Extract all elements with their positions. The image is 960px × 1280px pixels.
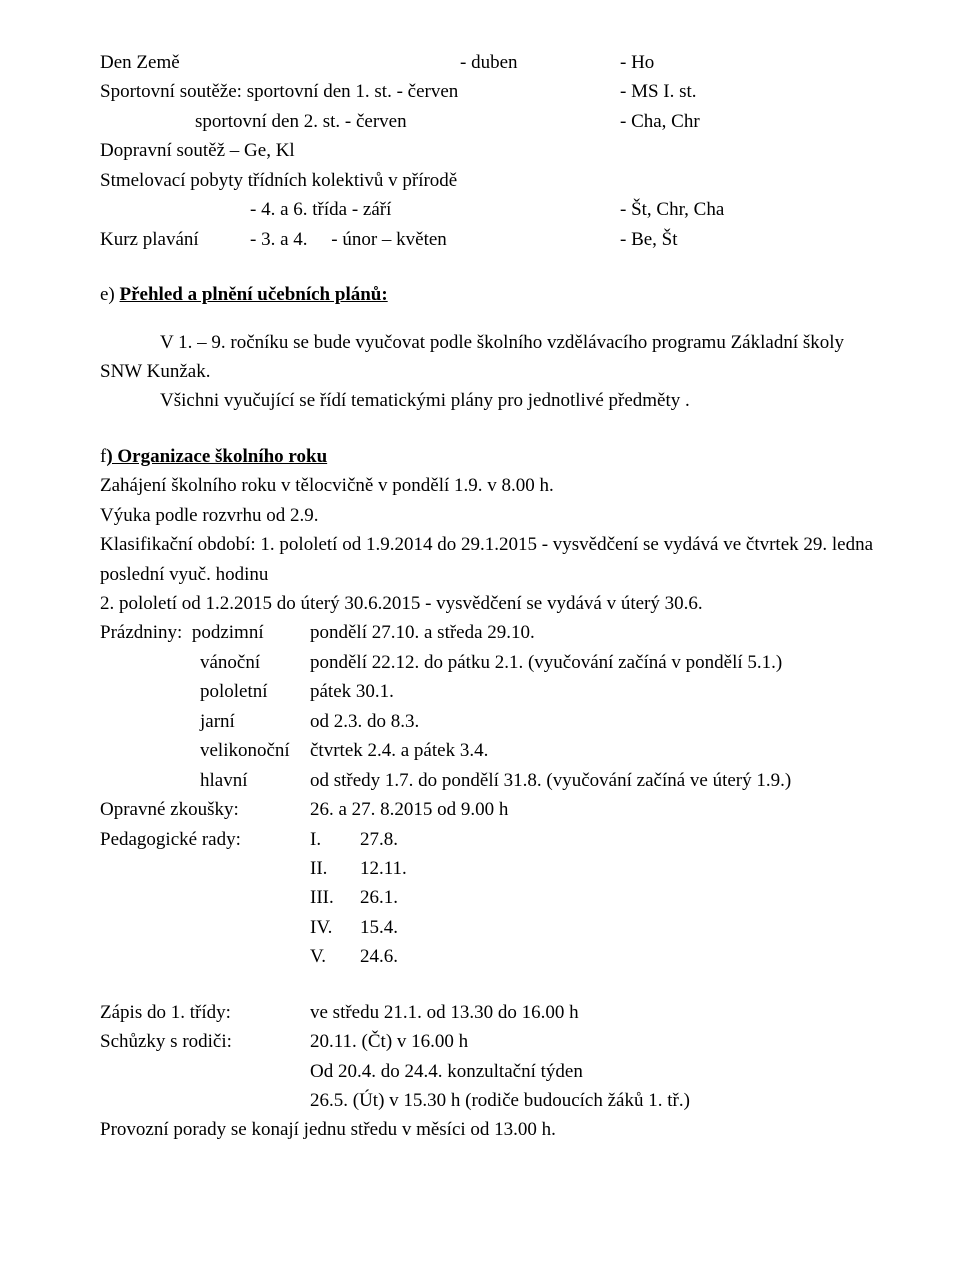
pedag-date: 15.4. xyxy=(360,913,890,942)
pedag-label: Pedagogické rady: xyxy=(100,825,310,854)
schedule-block: Den Země - duben - Ho Sportovní soutěže:… xyxy=(100,48,890,254)
holiday-val: pátek 30.1. xyxy=(310,677,890,706)
cell: - duben xyxy=(460,48,620,77)
cell: - 3. a 4. - únor – květen xyxy=(250,225,620,254)
schuzky-val: 20.11. (Čt) v 16.00 h xyxy=(310,1027,890,1056)
line: 2. pololetí od 1.2.2015 do úterý 30.6.20… xyxy=(100,589,890,618)
cell: - 4. a 6. třída - září xyxy=(250,195,620,224)
schuzky-val: Od 20.4. do 24.4. konzultační týden xyxy=(310,1057,890,1086)
pedag-num: II. xyxy=(310,854,360,883)
section-f-title: ) Organizace školního roku xyxy=(106,446,327,467)
holiday-val: čtvrtek 2.4. a pátek 3.4. xyxy=(310,736,890,765)
section-e: e) Přehled a plnění učebních plánů: xyxy=(100,280,890,309)
cell xyxy=(100,195,250,224)
cell: - Št, Chr, Cha xyxy=(620,195,890,224)
line: Zahájení školního roku v tělocvičně v po… xyxy=(100,471,890,500)
pedag-date: 12.11. xyxy=(360,854,890,883)
cell: Den Země xyxy=(100,48,460,77)
cell: - Be, Št xyxy=(620,225,890,254)
pedag-date: 26.1. xyxy=(360,883,890,912)
holiday-type: velikonoční xyxy=(200,736,310,765)
opravne-val: 26. a 27. 8.2015 od 9.00 h xyxy=(310,795,890,824)
pedag-date: 24.6. xyxy=(360,942,890,971)
section-e-prefix: e) xyxy=(100,284,120,305)
cell: - Cha, Chr xyxy=(620,107,890,136)
holiday-type: pololetní xyxy=(200,677,310,706)
paragraph: Všichni vyučující se řídí tematickými pl… xyxy=(100,386,890,415)
line: Dopravní soutěž – Ge, Kl xyxy=(100,136,890,165)
cell: - Ho xyxy=(620,48,890,77)
prazdniny-row: Prázdniny: podzimní pondělí 27.10. a stř… xyxy=(100,618,890,647)
line: Klasifikační období: 1. pololetí od 1.9.… xyxy=(100,530,890,589)
pedag-num: III. xyxy=(310,883,360,912)
pedag-num: IV. xyxy=(310,913,360,942)
holiday-type: jarní xyxy=(200,707,310,736)
cell: Sportovní soutěže: sportovní den 1. st. … xyxy=(100,77,620,106)
holiday-type: hlavní xyxy=(200,766,310,795)
holiday-type: vánoční xyxy=(200,648,310,677)
cell: - MS I. st. xyxy=(620,77,890,106)
holiday-val: od 2.3. do 8.3. xyxy=(310,707,890,736)
holiday-val: pondělí 22.12. do pátku 2.1. (vyučování … xyxy=(310,648,890,677)
cell: sportovní den 2. st. - červen xyxy=(100,107,620,136)
zapis-label: Zápis do 1. třídy: xyxy=(100,998,310,1027)
holiday-type: podzimní xyxy=(192,622,264,643)
holiday-val: pondělí 27.10. a středa 29.10. xyxy=(310,618,890,647)
section-e-title: Přehled a plnění učebních plánů: xyxy=(120,284,388,305)
schuzky-label: Schůzky s rodiči: xyxy=(100,1027,310,1056)
section-f: f) Organizace školního roku xyxy=(100,442,890,471)
paragraph: V 1. – 9. ročníku se bude vyučovat podle… xyxy=(100,328,890,387)
line: Výuka podle rozvrhu od 2.9. xyxy=(100,501,890,530)
provoz-line: Provozní porady se konají jednu středu v… xyxy=(100,1115,890,1144)
pedag-num: I. xyxy=(310,825,360,854)
holiday-val: od středy 1.7. do pondělí 31.8. (vyučová… xyxy=(310,766,890,795)
prazdniny-label: Prázdniny: podzimní xyxy=(100,618,310,647)
schuzky-val: 26.5. (Út) v 15.30 h (rodiče budoucích ž… xyxy=(310,1086,890,1115)
cell: Kurz plavání xyxy=(100,225,250,254)
zapis-val: ve středu 21.1. od 13.30 do 16.00 h xyxy=(310,998,890,1027)
pedag-date: 27.8. xyxy=(360,825,890,854)
line: Stmelovací pobyty třídních kolektivů v p… xyxy=(100,166,890,195)
opravne-label: Opravné zkoušky: xyxy=(100,795,310,824)
pedag-num: V. xyxy=(310,942,360,971)
label-text: Prázdniny: xyxy=(100,622,182,643)
